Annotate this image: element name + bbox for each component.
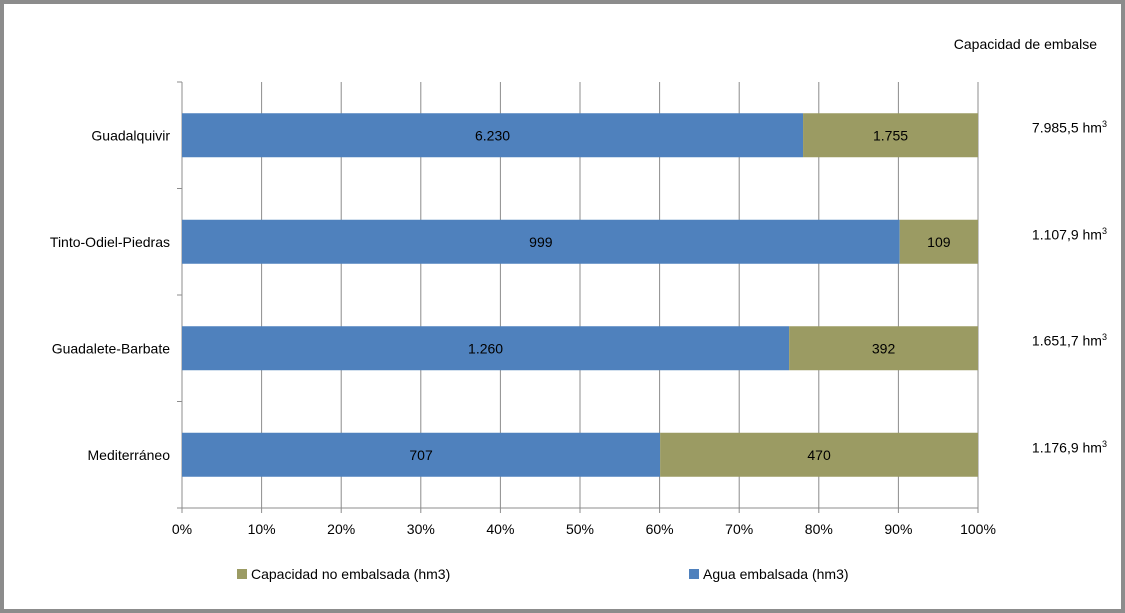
x-tick-label: 100% (960, 521, 996, 537)
bar-agua-embalsada (182, 432, 661, 477)
bar-capacidad-no-embalsada (803, 113, 978, 158)
data-label: 1.755 (873, 127, 908, 143)
data-label: 470 (807, 447, 831, 463)
data-label: 1.260 (468, 340, 503, 356)
bar-capacidad-no-embalsada (899, 219, 978, 264)
x-tick-label: 60% (646, 521, 674, 537)
legend-label-capacidad-no-embalsada: Capacidad no embalsada (hm3) (251, 566, 451, 582)
category-label: Mediterráneo (88, 447, 171, 463)
bar-capacidad-no-embalsada (789, 326, 978, 371)
x-tick-label: 40% (486, 521, 514, 537)
data-label: 392 (872, 340, 896, 356)
capacity-header: Capacidad de embalse (953, 36, 1097, 52)
capacity-total-label: 1.651,7 hm3 (1031, 332, 1107, 349)
x-tick-label: 80% (805, 521, 833, 537)
data-label: 109 (927, 234, 951, 250)
data-label: 999 (529, 234, 553, 250)
capacity-total-label: 1.176,9 hm3 (1031, 438, 1107, 456)
legend-swatch-agua-embalsada (689, 569, 699, 579)
legend-item-capacidad-no-embalsada: Capacidad no embalsada (hm3) (237, 566, 450, 582)
x-tick-label: 90% (884, 521, 912, 537)
legend-swatch-capacidad-no-embalsada (237, 569, 247, 579)
x-tick-label: 20% (327, 521, 355, 537)
capacity-total-label: 1.107,9 hm3 (1031, 225, 1107, 243)
bar-agua-embalsada (182, 326, 790, 371)
legend-item-agua-embalsada: Agua embalsada (hm3) (689, 566, 849, 582)
x-tick-label: 10% (248, 521, 276, 537)
bar-capacidad-no-embalsada (660, 432, 978, 477)
stacked-bar-chart: 0% 10% 20% 30% 40% 50% 60% 70% 80% 90% 100% 6.230 1.… (50, 81, 996, 537)
x-tick-label: 0% (172, 521, 192, 537)
bar-agua-embalsada (182, 113, 804, 158)
data-label: 707 (409, 447, 433, 463)
bar-agua-embalsada (182, 219, 900, 264)
category-label: Guadalete-Barbate (52, 340, 171, 356)
category-label: Tinto-Odiel-Piedras (50, 234, 170, 250)
x-tick-label: 30% (407, 521, 435, 537)
data-label: 6.230 (475, 127, 510, 143)
x-tick-label: 50% (566, 521, 594, 537)
x-tick-label: 70% (725, 521, 753, 537)
category-label: Guadalquivir (91, 127, 170, 143)
legend-label-agua-embalsada: Agua embalsada (hm3) (703, 566, 849, 582)
capacity-total-label: 7.985,5 hm3 (1031, 119, 1107, 136)
